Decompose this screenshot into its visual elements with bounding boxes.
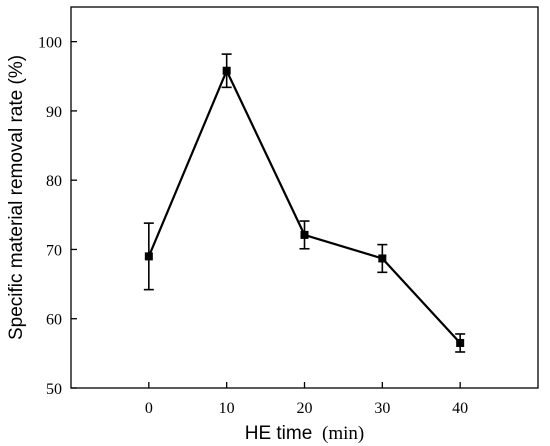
data-point [222, 66, 231, 75]
x-axis-title-unit: (min) [322, 423, 364, 444]
data-series [143, 53, 466, 353]
y-tick-label: 60 [46, 312, 62, 329]
x-tick-label: 30 [374, 400, 390, 417]
y-tick-label: 80 [46, 173, 62, 190]
data-point [300, 230, 309, 239]
y-axis-title: Specific material removal rate (%) [6, 55, 27, 340]
y-tick-label: 100 [38, 35, 62, 52]
axis-tick-labels: 0 10 20 30 40 50 60 70 80 90 100 [38, 35, 468, 417]
data-point [144, 252, 153, 261]
x-tick-label: 10 [219, 400, 235, 417]
y-tick-label: 90 [46, 104, 62, 121]
data-point [456, 338, 465, 347]
x-tick-label: 40 [452, 400, 468, 417]
x-axis-title-main: HE time [245, 423, 313, 444]
plot-frame [70, 6, 539, 389]
y-tick-label: 50 [46, 381, 62, 398]
axis-ticks [71, 40, 461, 389]
series-line [147, 68, 461, 344]
x-axis-title: HE time (min) [245, 423, 365, 444]
x-tick-label: 0 [145, 400, 153, 417]
y-tick-label: 70 [46, 242, 62, 259]
data-point [378, 254, 387, 263]
x-tick-label: 20 [297, 400, 313, 417]
